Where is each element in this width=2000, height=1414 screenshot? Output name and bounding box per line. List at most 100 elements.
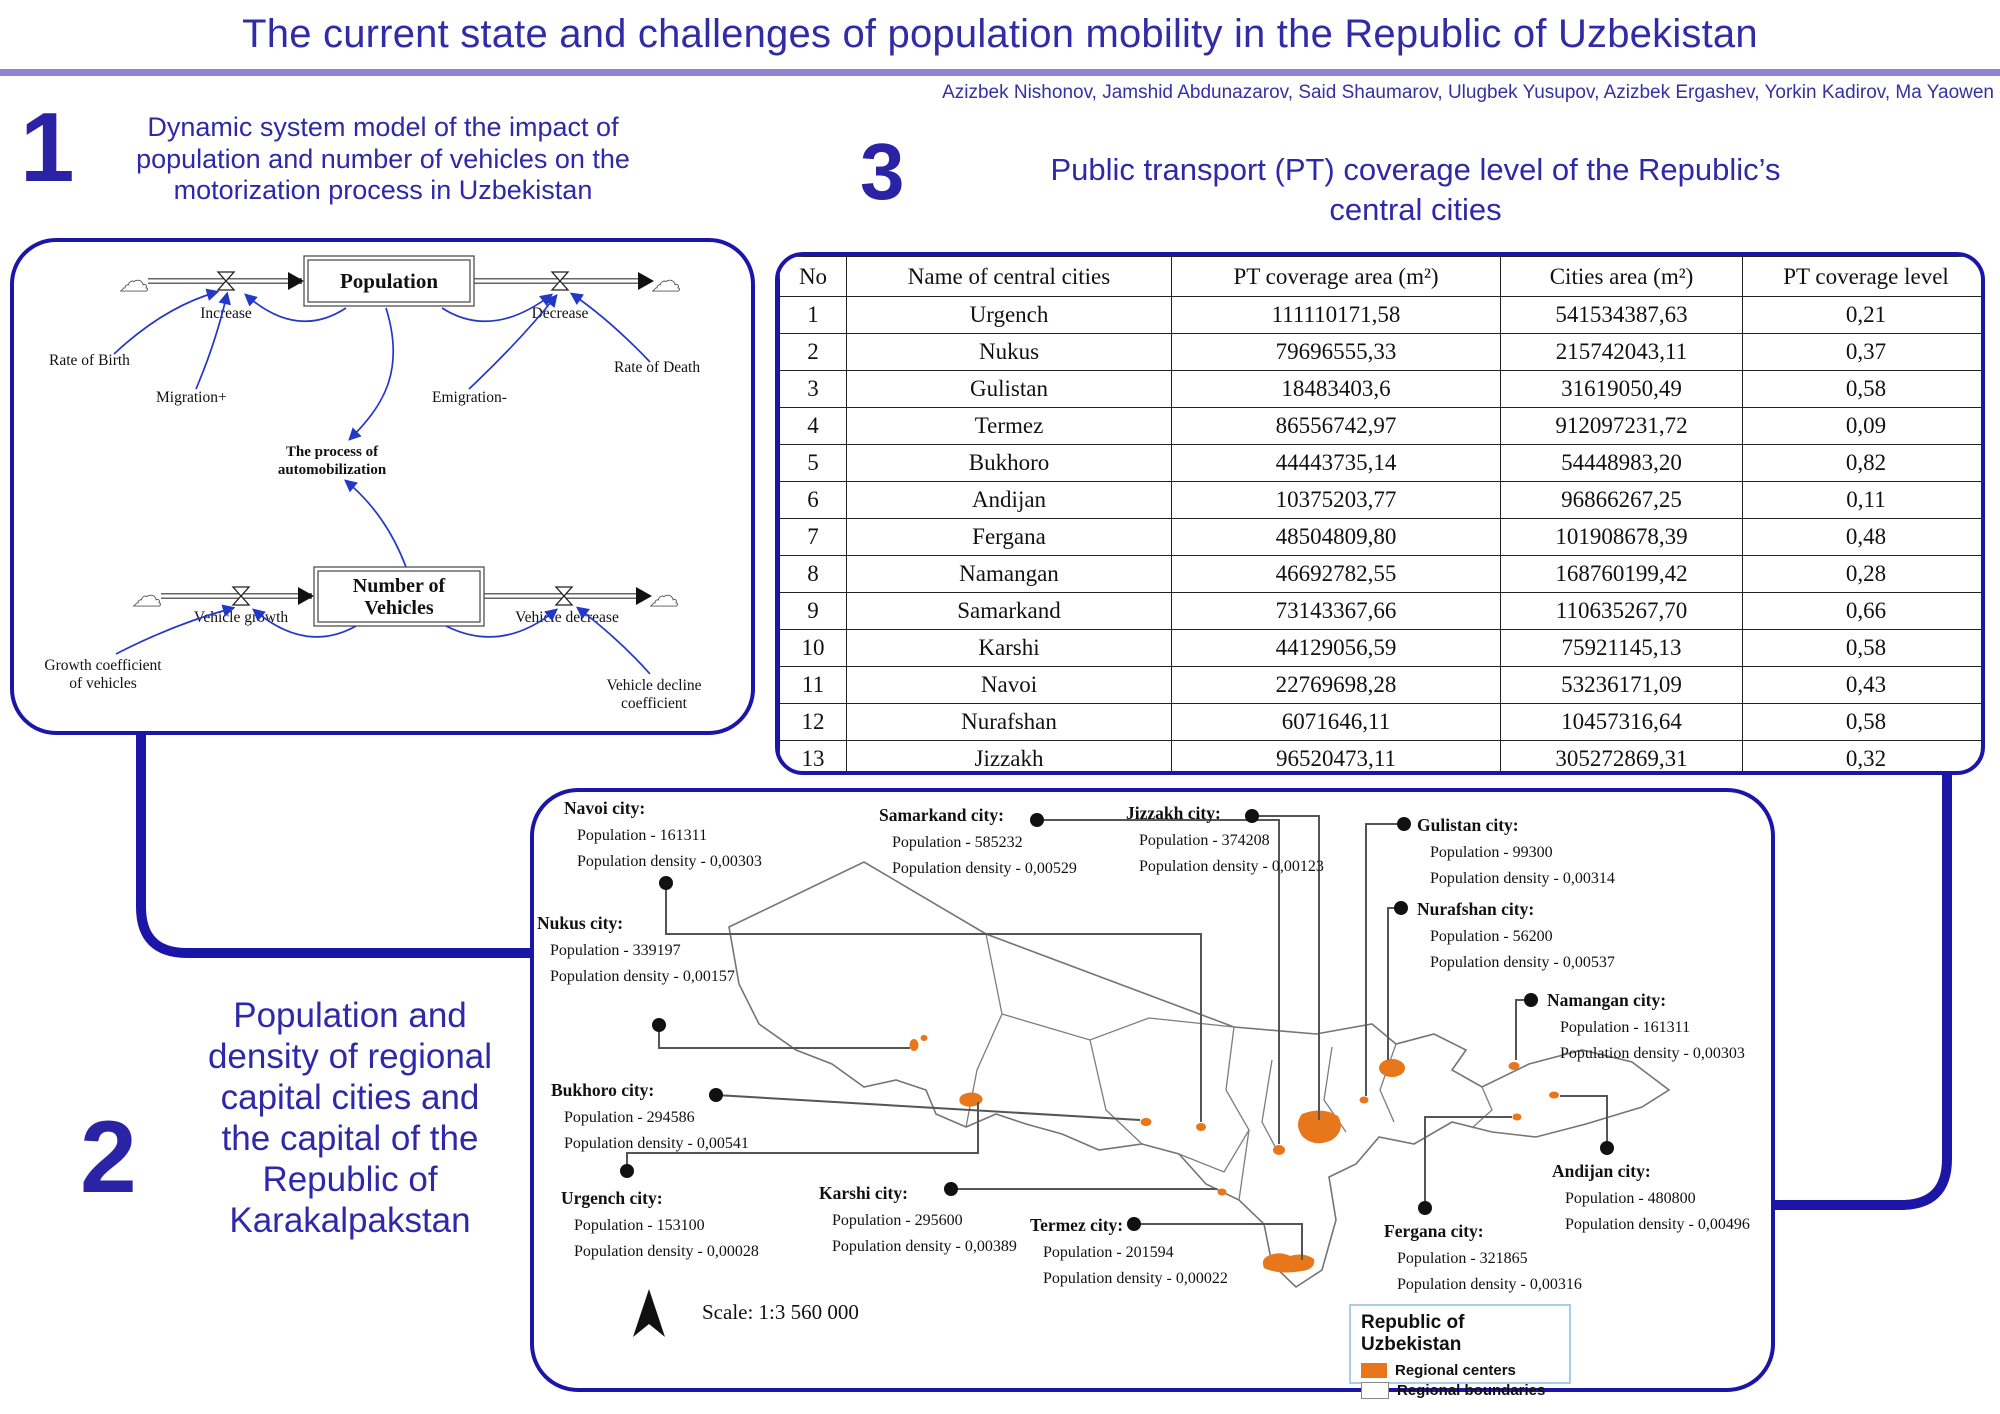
table-row: 7 Fergana 48504809,80 101908678,39 0,48: [779, 518, 1981, 556]
col-header-city-area: Cities area (m²): [1500, 256, 1743, 297]
table-cell: 73143367,66: [1171, 592, 1501, 630]
table-cell: 18483403,6: [1171, 370, 1501, 408]
table-cell: 215742043,11: [1500, 333, 1743, 371]
table-cell: 0,58: [1742, 629, 1981, 667]
table-cell: Jizzakh: [846, 740, 1172, 771]
section2-number: 2: [80, 1100, 137, 1214]
map-panel: Navoi city: Population - 161311 Populati…: [530, 788, 1775, 1399]
table-cell: 7: [779, 518, 847, 556]
table-row: 3 Gulistan 18483403,6 31619050,49 0,58: [779, 370, 1981, 408]
table-cell: 46692782,55: [1171, 555, 1501, 593]
table-row: 11 Navoi 22769698,28 53236171,09 0,43: [779, 666, 1981, 704]
table-cell: 101908678,39: [1500, 518, 1743, 556]
table-cell: 3: [779, 370, 847, 408]
table-cell: Urgench: [846, 296, 1172, 334]
process-label-2: automobilization: [278, 462, 387, 478]
pt-coverage-table-panel: No Name of central cities PT coverage ar…: [775, 252, 1985, 775]
table-cell: 8: [779, 555, 847, 593]
col-header-pt-level: PT coverage level: [1742, 256, 1981, 297]
table-cell: 110635267,70: [1500, 592, 1743, 630]
map-scale-label: Scale: 1:3 560 000: [702, 1300, 859, 1324]
col-header-name: Name of central cities: [846, 256, 1172, 297]
table-cell: Termez: [846, 407, 1172, 445]
table-cell: 5: [779, 444, 847, 482]
table-cell: Navoi: [846, 666, 1172, 704]
table-cell: 0,82: [1742, 444, 1981, 482]
section3-title-line2: central cities: [1329, 192, 1502, 228]
pt-coverage-table: No Name of central cities PT coverage ar…: [779, 256, 1981, 771]
table-cell: 6: [779, 481, 847, 519]
uzbekistan-map: Navoi city: Population - 161311 Populati…: [534, 792, 1771, 1399]
table-row: 9 Samarkand 73143367,66 110635267,70 0,66: [779, 592, 1981, 630]
section2-title-line3: capital cities and: [220, 1077, 480, 1117]
page-title: The current state and challenges of popu…: [242, 12, 1758, 56]
table-cell: 79696555,33: [1171, 333, 1501, 371]
emigration-label: Emigration-: [432, 389, 507, 406]
section2-title: Population and density of regional capit…: [155, 996, 545, 1242]
influence-arrows: [113, 288, 651, 675]
vehicles-stock-label-1: Number of: [353, 575, 446, 597]
decrease-label: Decrease: [532, 305, 589, 322]
rate-of-birth-label: Rate of Birth: [49, 352, 130, 369]
table-cell: Nurafshan: [846, 703, 1172, 741]
regional-centers: [909, 1035, 1559, 1273]
section1-title-line2: population and number of vehicles on the: [136, 143, 630, 174]
increase-label: Increase: [200, 305, 252, 322]
table-cell: 11: [779, 666, 847, 704]
table-cell: Samarkand: [846, 592, 1172, 630]
country-outline: [728, 861, 1671, 1289]
table-row: 12 Nurafshan 6071646,11 10457316,64 0,58: [779, 703, 1981, 741]
connector-right: [1773, 772, 1952, 1210]
process-label-1: The process of: [286, 444, 379, 460]
table-cell: 13: [779, 740, 847, 771]
stock-boxes: [303, 255, 485, 627]
city-label-urgench: Urgench city: Population - 153100 Popula…: [561, 1188, 759, 1260]
aux-labels: Rate of Birth Migration+ Emigration- Rat…: [44, 352, 701, 712]
population-stock-label: Population: [340, 269, 438, 293]
table-cell: 44443735,14: [1171, 444, 1501, 482]
table-cell: Bukhoro: [846, 444, 1172, 482]
growth-coef-label-2: of vehicles: [69, 675, 137, 692]
connector-left: [136, 731, 534, 958]
table-cell: 10375203,77: [1171, 481, 1501, 519]
table-cell: 75921145,13: [1500, 629, 1743, 667]
table-cell: 0,28: [1742, 555, 1981, 593]
section1-title-line1: Dynamic system model of the impact of: [147, 112, 619, 142]
col-header-pt-area: PT coverage area (m²): [1171, 256, 1501, 297]
map-legend: Republic of Uzbekistan Regional centers …: [1349, 1304, 1571, 1399]
city-label-termez: Termez city: Population - 201594 Populat…: [1030, 1215, 1228, 1287]
section2-title-line6: Karakalpakstan: [229, 1200, 471, 1240]
table-cell: 4: [779, 407, 847, 445]
valve-vehicle-decrease: [554, 586, 574, 597]
north-arrow-icon: [633, 1289, 665, 1337]
rate-of-death-label: Rate of Death: [614, 359, 700, 376]
table-cell: 168760199,42: [1500, 555, 1743, 593]
table-cell: 0,21: [1742, 296, 1981, 334]
table-row: 1 Urgench 111110171,58 541534387,63 0,21: [779, 296, 1981, 334]
table-cell: 305272869,31: [1500, 740, 1743, 771]
section1-title: Dynamic system model of the impact of po…: [88, 112, 678, 207]
system-dynamics-panel: ☁ ☁ ☁ ☁: [10, 238, 755, 735]
legend-item-regional-centers: Regional centers: [1361, 1362, 1559, 1379]
city-label-namangan: Namangan city: Population - 161311 Popul…: [1547, 990, 1745, 1062]
section2-title-line4: the capital of the: [221, 1118, 479, 1158]
table-row: 8 Namangan 46692782,55 168760199,42 0,28: [779, 555, 1981, 593]
valve-increase: [216, 271, 236, 282]
city-label-navoi: Navoi city: Population - 161311 Populati…: [564, 798, 762, 870]
system-dynamics-diagram: ☁ ☁ ☁ ☁: [44, 255, 702, 712]
table-cell: 10: [779, 629, 847, 667]
city-label-bukhoro: Bukhoro city: Population - 294586 Popula…: [551, 1080, 749, 1152]
city-label-nurafshan: Nurafshan city: Population - 56200 Popul…: [1417, 899, 1615, 971]
table-cell: 31619050,49: [1500, 370, 1743, 408]
city-label-fergana: Fergana city: Population - 321865 Popula…: [1384, 1221, 1582, 1293]
flow-valves: [216, 271, 574, 606]
city-label-andijan: Andijan city: Population - 480800 Popula…: [1552, 1161, 1750, 1233]
table-cell: 96866267,25: [1500, 481, 1743, 519]
migration-label: Migration+: [156, 389, 227, 406]
table-cell: 912097231,72: [1500, 407, 1743, 445]
flow-pipes: [148, 278, 648, 599]
table-row: 10 Karshi 44129056,59 75921145,13 0,58: [779, 629, 1981, 667]
valve-decrease: [550, 271, 570, 282]
section1-number: 1: [20, 92, 75, 202]
